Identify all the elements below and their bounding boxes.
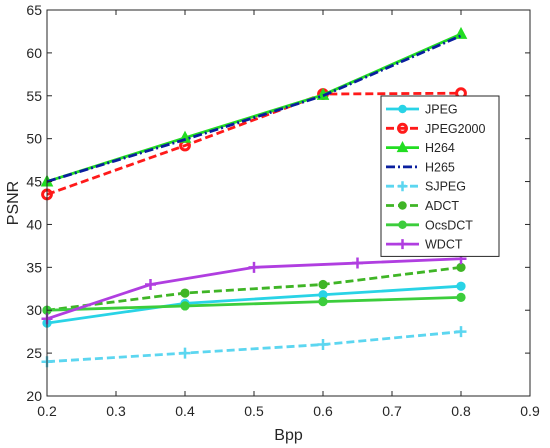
legend-label: OcsDCT bbox=[425, 218, 473, 232]
x-axis-label: Bpp bbox=[274, 427, 303, 444]
legend-marker bbox=[397, 122, 408, 134]
data-point-sjpeg bbox=[455, 326, 467, 338]
legend-item-wdct: WDCT bbox=[386, 238, 463, 252]
x-tick-label: 0.8 bbox=[451, 403, 471, 419]
data-point-jpeg bbox=[456, 281, 466, 291]
legend-label: H265 bbox=[425, 160, 455, 174]
data-point-sjpeg bbox=[317, 339, 329, 351]
series-ocsdct bbox=[42, 292, 466, 315]
legend-marker bbox=[396, 141, 409, 153]
legend-label: H264 bbox=[425, 141, 455, 155]
legend-label: ADCT bbox=[425, 199, 459, 213]
series-line-jpeg bbox=[46, 284, 462, 325]
y-tick-label: 40 bbox=[26, 216, 42, 232]
series-line-adct bbox=[46, 265, 462, 312]
legend-marker bbox=[398, 201, 407, 210]
data-point-h264 bbox=[454, 26, 468, 39]
data-point-adct bbox=[456, 262, 466, 272]
series-line-jpeg2000 bbox=[46, 91, 462, 196]
y-tick-label: 35 bbox=[26, 259, 42, 275]
data-point-wdct bbox=[248, 261, 260, 273]
legend-item-h265: H265 bbox=[386, 160, 455, 174]
y-tick-label: 30 bbox=[26, 302, 42, 318]
series-line-sjpeg bbox=[46, 330, 462, 364]
x-tick-label: 0.2 bbox=[37, 403, 57, 419]
legend-label: SJPEG bbox=[425, 180, 466, 194]
series-line-h265 bbox=[46, 34, 462, 183]
x-tick-label: 0.6 bbox=[313, 403, 333, 419]
y-tick-label: 55 bbox=[26, 88, 42, 104]
data-point-ocsdct bbox=[456, 292, 466, 302]
legend-label: JPEG bbox=[425, 103, 458, 117]
series-layer bbox=[40, 26, 468, 368]
legend-marker bbox=[398, 220, 407, 230]
data-point-ocsdct bbox=[318, 297, 328, 307]
y-tick-label: 65 bbox=[26, 2, 42, 18]
series-h265 bbox=[46, 34, 462, 183]
legend-label: WDCT bbox=[425, 238, 463, 252]
x-tick-label: 0.9 bbox=[520, 403, 540, 419]
x-tick-label: 0.5 bbox=[244, 403, 264, 419]
data-point-ocsdct bbox=[180, 301, 190, 311]
legend-label: JPEG2000 bbox=[425, 122, 486, 136]
data-point-adct bbox=[318, 279, 328, 290]
legend: JPEG JPEG2000 H264 H265 SJPEG ADCT OcsDCT WDCT bbox=[380, 95, 500, 257]
legend-marker bbox=[397, 239, 408, 250]
data-point-adct bbox=[180, 288, 190, 298]
legend-marker bbox=[397, 181, 408, 192]
series-sjpeg bbox=[41, 326, 467, 368]
y-tick-label: 60 bbox=[26, 45, 42, 61]
data-point-sjpeg bbox=[179, 347, 191, 359]
x-tick-label: 0.3 bbox=[106, 403, 126, 419]
y-tick-label: 25 bbox=[26, 345, 42, 361]
y-axis-label: PSNR bbox=[5, 181, 22, 225]
legend-item-jpeg2000: JPEG2000 bbox=[386, 122, 486, 136]
legend-item-adct: ADCT bbox=[386, 199, 459, 213]
legend-item-h264: H264 bbox=[386, 141, 455, 155]
series-jpeg bbox=[42, 281, 466, 328]
plot-frame bbox=[46, 9, 531, 397]
legend-marker bbox=[398, 104, 407, 114]
y-tick-label: 45 bbox=[26, 174, 42, 190]
x-tick-label: 0.4 bbox=[175, 403, 195, 419]
legend-box bbox=[380, 95, 500, 257]
series-line-ocsdct bbox=[46, 295, 462, 312]
legend-item-jpeg: JPEG bbox=[386, 103, 458, 117]
x-tick-label: 0.7 bbox=[382, 403, 402, 419]
data-point-wdct bbox=[352, 257, 363, 269]
y-tick-label: 20 bbox=[26, 388, 42, 404]
legend-item-ocsdct: OcsDCT bbox=[386, 218, 473, 232]
y-tick-label: 50 bbox=[26, 131, 42, 147]
data-point-wdct bbox=[145, 278, 156, 290]
tick-layer: 0.2 0.3 0.4 0.5 0.6 0.7 0.8 0.9 20 25 30 35 40 45 50 55… bbox=[26, 2, 540, 419]
legend-item-sjpeg: SJPEG bbox=[386, 180, 466, 194]
